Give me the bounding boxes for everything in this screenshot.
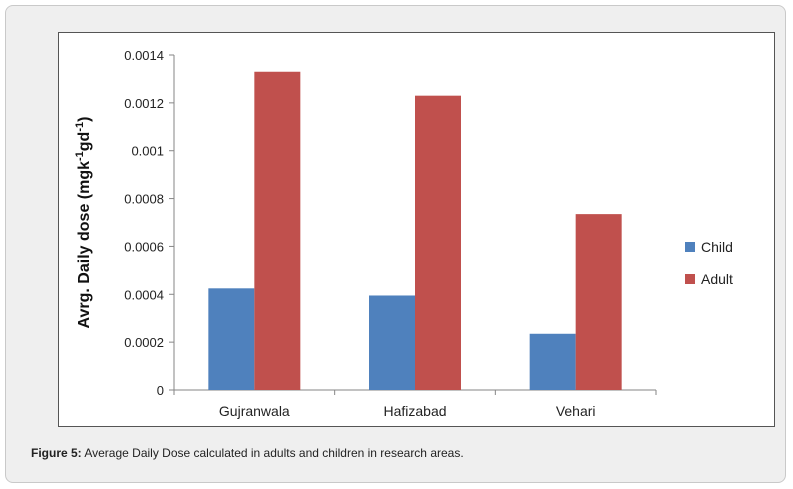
y-tick-label: 0.0008 <box>124 192 164 207</box>
y-tick-label: 0.0012 <box>124 96 164 111</box>
y-tick-label: 0.0014 <box>124 48 164 63</box>
x-tick-label: Vehari <box>556 403 596 419</box>
x-tick-label: Gujranwala <box>219 403 290 419</box>
bar-child-hafizabad <box>369 295 415 390</box>
chart-frame: 0 0.0002 0.0004 0.0006 0.0008 0.001 0.0012 0.00… <box>58 32 775 427</box>
legend-swatch-child <box>685 242 695 252</box>
x-tick-label: Hafizabad <box>383 403 446 419</box>
y-tick-label: 0.001 <box>131 144 164 159</box>
figure-caption: Figure 5: Average Daily Dose calculated … <box>31 446 464 460</box>
y-tick-label: 0.0006 <box>124 239 164 254</box>
y-tick-label: 0.0004 <box>124 287 164 302</box>
caption-label: Figure 5: <box>31 446 82 460</box>
bar-adult-gujranwala <box>254 71 301 390</box>
y-tick-label: 0 <box>157 383 164 398</box>
bar-adult-vehari <box>575 214 622 390</box>
bar-adult-hafizabad <box>415 95 461 390</box>
y-axis-label: Avrg. Daily dose (mgk-1gd-1) <box>74 117 93 329</box>
bar-child-gujranwala <box>208 288 255 390</box>
figure-panel: 0 0.0002 0.0004 0.0006 0.0008 0.001 0.0012 0.00… <box>5 5 786 483</box>
legend-swatch-adult <box>685 274 695 284</box>
bar-child-vehari <box>529 333 576 390</box>
legend-label-child: Child <box>701 239 733 255</box>
y-tick-label: 0.0002 <box>124 335 164 350</box>
caption-text: Average Daily Dose calculated in adults … <box>81 446 464 460</box>
bar-chart: 0 0.0002 0.0004 0.0006 0.0008 0.001 0.0012 0.00… <box>74 48 733 419</box>
legend-label-adult: Adult <box>701 271 733 287</box>
